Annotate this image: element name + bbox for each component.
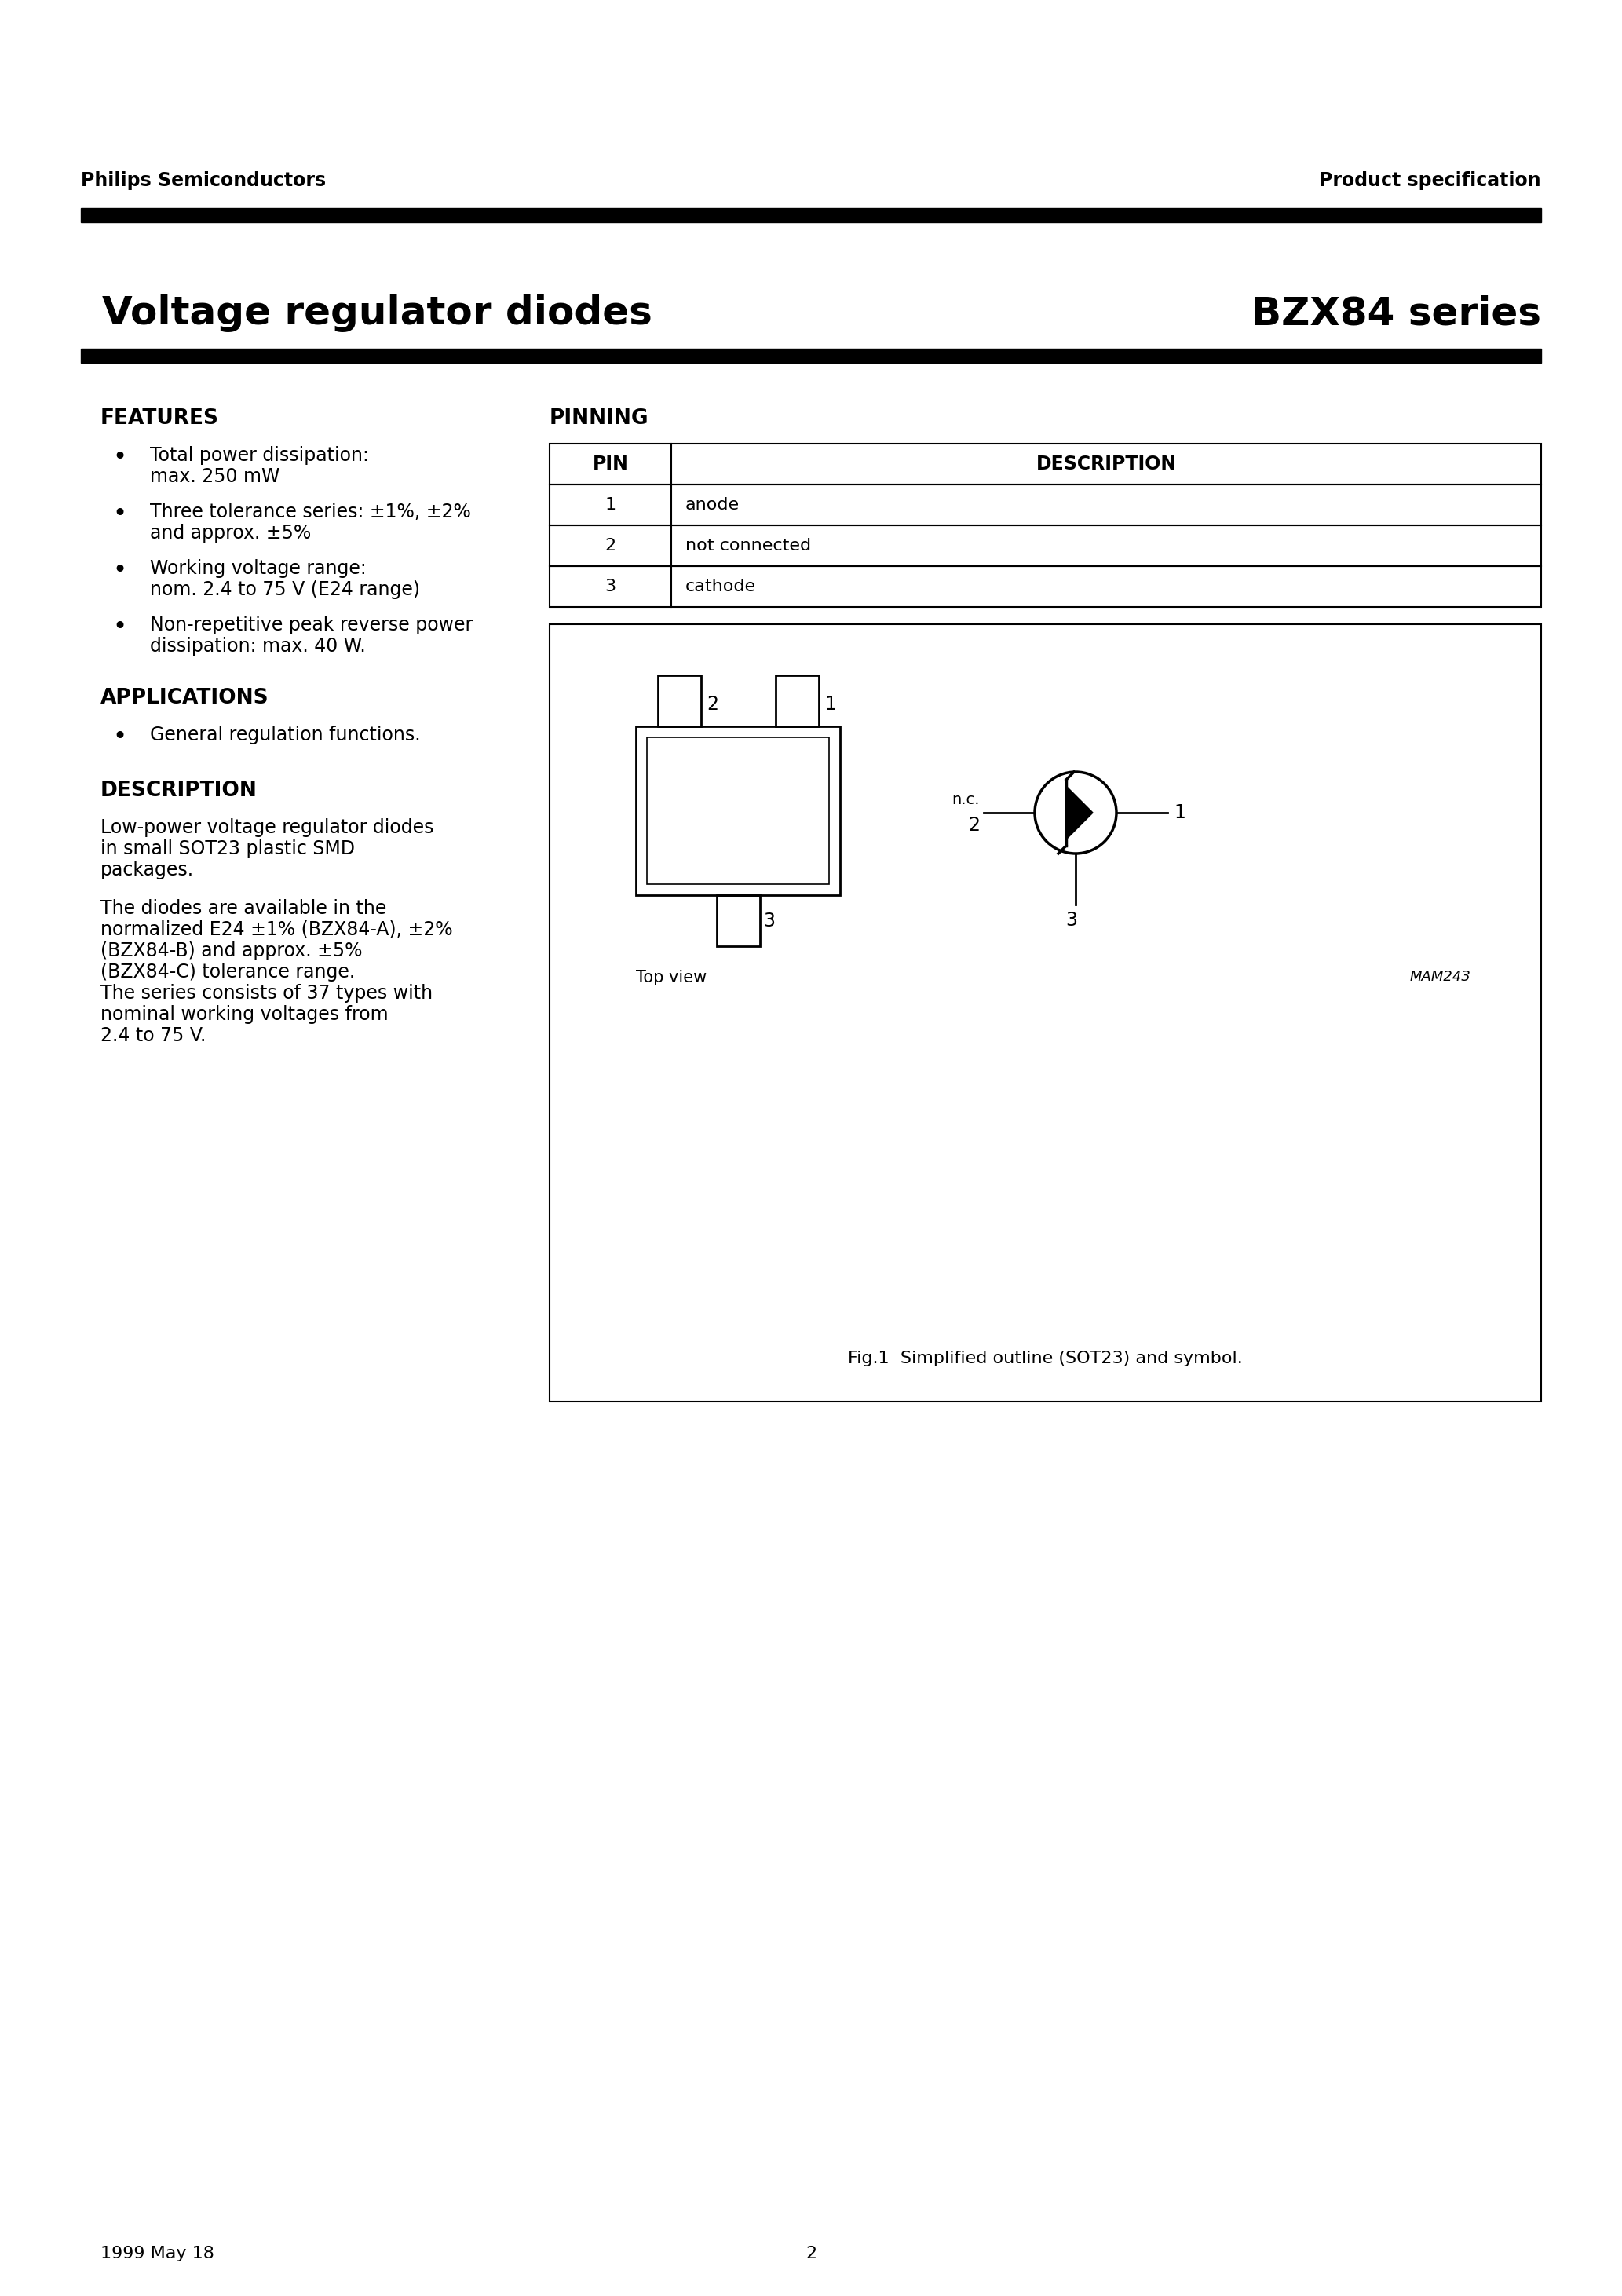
Text: 3: 3	[764, 912, 775, 930]
Text: General regulation functions.: General regulation functions.	[149, 726, 420, 744]
Text: (BZX84-C) tolerance range.: (BZX84-C) tolerance range.	[101, 962, 355, 980]
Text: 1: 1	[605, 496, 616, 512]
Text: FEATURES: FEATURES	[101, 409, 219, 429]
Text: Non-repetitive peak reverse power: Non-repetitive peak reverse power	[149, 615, 474, 634]
Text: 1: 1	[824, 696, 837, 714]
Text: APPLICATIONS: APPLICATIONS	[101, 689, 269, 707]
Bar	[775, 675, 819, 726]
Text: Three tolerance series: ±1%, ±2%: Three tolerance series: ±1%, ±2%	[149, 503, 470, 521]
Text: packages.: packages.	[101, 861, 195, 879]
Bar	[636, 726, 840, 895]
Text: normalized E24 ±1% (BZX84-A), ±2%: normalized E24 ±1% (BZX84-A), ±2%	[101, 921, 453, 939]
Text: Fig.1  Simplified outline (SOT23) and symbol.: Fig.1 Simplified outline (SOT23) and sym…	[848, 1350, 1242, 1366]
Text: 3: 3	[1066, 912, 1077, 930]
Text: Low-power voltage regulator diodes: Low-power voltage regulator diodes	[101, 817, 433, 838]
Text: 2: 2	[968, 815, 980, 836]
Text: Philips Semiconductors: Philips Semiconductors	[81, 172, 326, 191]
Text: Total power dissipation:: Total power dissipation:	[149, 445, 368, 464]
Text: n.c.: n.c.	[952, 792, 980, 808]
Text: •: •	[112, 615, 127, 638]
Bar	[550, 484, 1541, 526]
Text: max. 250 mW: max. 250 mW	[149, 466, 279, 487]
Text: dissipation: max. 40 W.: dissipation: max. 40 W.	[149, 636, 365, 657]
Bar	[717, 895, 759, 946]
Text: DESCRIPTION: DESCRIPTION	[101, 781, 258, 801]
Text: •: •	[112, 445, 127, 468]
Bar	[550, 625, 1541, 1401]
Text: Product specification: Product specification	[1319, 172, 1541, 191]
Bar	[550, 567, 1541, 606]
Bar	[647, 737, 829, 884]
Bar	[81, 209, 1541, 223]
Text: The series consists of 37 types with: The series consists of 37 types with	[101, 985, 433, 1003]
Text: MAM243: MAM243	[1410, 969, 1471, 985]
Text: •: •	[112, 560, 127, 581]
Text: nom. 2.4 to 75 V (E24 range): nom. 2.4 to 75 V (E24 range)	[149, 581, 420, 599]
Text: 2.4 to 75 V.: 2.4 to 75 V.	[101, 1026, 206, 1045]
Text: •: •	[112, 503, 127, 526]
Text: PINNING: PINNING	[550, 409, 649, 429]
Text: 1999 May 18: 1999 May 18	[101, 2245, 214, 2262]
Polygon shape	[1066, 785, 1093, 840]
Text: nominal working voltages from: nominal working voltages from	[101, 1006, 388, 1024]
Text: 2: 2	[707, 696, 719, 714]
Text: DESCRIPTION: DESCRIPTION	[1036, 455, 1176, 473]
Text: Working voltage range:: Working voltage range:	[149, 560, 367, 579]
Text: Voltage regulator diodes: Voltage regulator diodes	[102, 294, 652, 333]
Text: 1: 1	[1174, 804, 1186, 822]
Text: in small SOT23 plastic SMD: in small SOT23 plastic SMD	[101, 840, 355, 859]
Text: BZX84 series: BZX84 series	[1252, 294, 1541, 333]
Bar	[550, 526, 1541, 567]
Bar	[81, 349, 1541, 363]
Text: 2: 2	[605, 537, 616, 553]
Bar	[657, 675, 701, 726]
Text: 2: 2	[806, 2245, 816, 2262]
Text: The diodes are available in the: The diodes are available in the	[101, 900, 386, 918]
Text: •: •	[112, 726, 127, 748]
Text: 3: 3	[605, 579, 616, 595]
Text: cathode: cathode	[686, 579, 756, 595]
Text: anode: anode	[686, 496, 740, 512]
Bar	[550, 443, 1541, 484]
Text: Top view: Top view	[636, 969, 707, 985]
Text: and approx. ±5%: and approx. ±5%	[149, 523, 311, 542]
Text: PIN: PIN	[592, 455, 628, 473]
Text: (BZX84-B) and approx. ±5%: (BZX84-B) and approx. ±5%	[101, 941, 362, 960]
Text: not connected: not connected	[686, 537, 811, 553]
